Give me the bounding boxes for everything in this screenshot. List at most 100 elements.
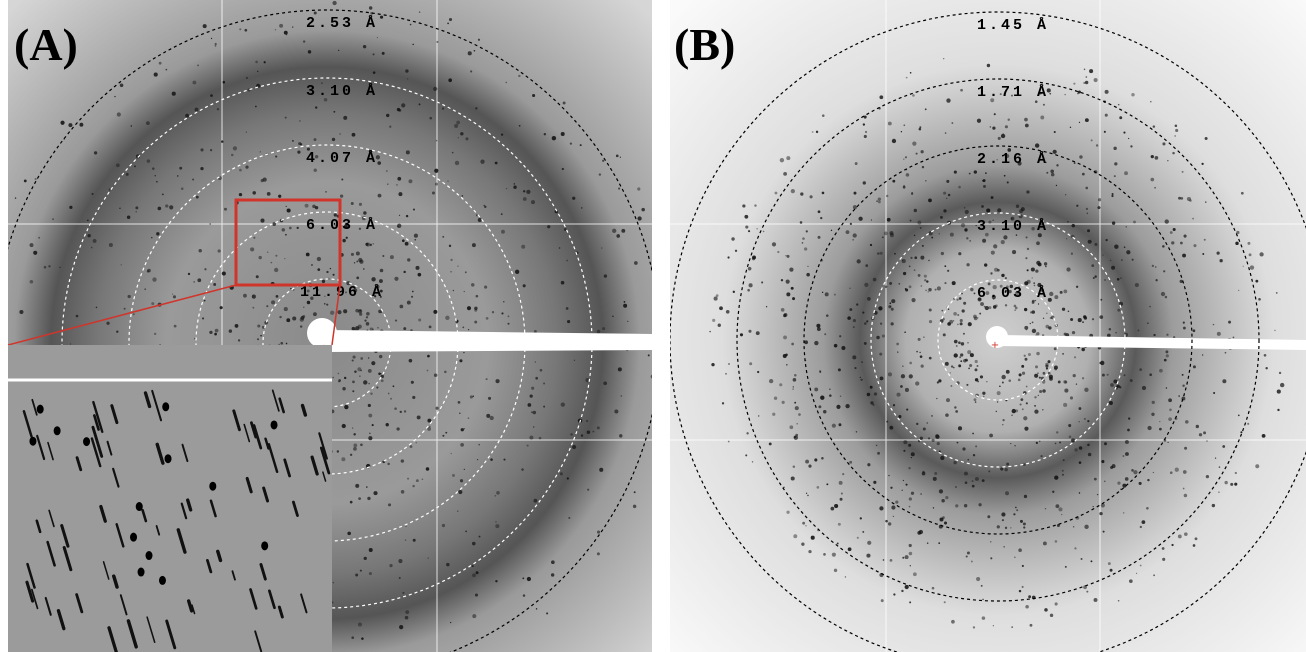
spot: [865, 264, 868, 267]
spot: [802, 237, 805, 240]
spot: [880, 377, 884, 381]
spot: [864, 322, 867, 325]
spot: [1084, 316, 1087, 319]
spot: [314, 168, 317, 171]
spot: [1064, 94, 1065, 95]
spot: [239, 169, 242, 172]
spot: [898, 415, 901, 418]
spot: [786, 511, 789, 514]
spot: [303, 306, 304, 307]
spot: [128, 295, 131, 298]
spot: [561, 402, 565, 406]
spot: [448, 78, 452, 82]
spot: [943, 58, 944, 59]
spot: [848, 547, 852, 551]
spot: [945, 362, 949, 366]
spot: [967, 342, 969, 344]
spot: [993, 244, 997, 248]
spot: [566, 307, 569, 310]
spot: [1048, 360, 1051, 363]
spot: [447, 181, 448, 182]
spot: [130, 533, 137, 542]
spot: [338, 50, 339, 51]
spot: [397, 224, 401, 228]
spot: [1240, 431, 1242, 433]
spot: [1024, 495, 1027, 498]
spot: [284, 258, 285, 259]
spot: [990, 272, 992, 274]
spot: [955, 410, 958, 413]
spot: [616, 155, 619, 158]
spot: [975, 368, 978, 371]
spot: [535, 377, 538, 380]
spot: [358, 497, 361, 500]
spot: [1161, 292, 1165, 296]
spot: [902, 490, 903, 491]
spot: [860, 379, 862, 381]
spot: [1071, 438, 1075, 442]
spot: [1055, 540, 1058, 543]
spot: [1128, 417, 1130, 419]
spot: [15, 197, 16, 198]
spot: [792, 388, 793, 389]
spot: [523, 197, 527, 201]
ring-label: 2.16 Å: [977, 151, 1049, 168]
spot: [337, 450, 339, 452]
spot: [501, 312, 503, 314]
spot: [888, 372, 892, 376]
spot: [370, 392, 372, 394]
spot: [906, 409, 908, 411]
spot: [1027, 248, 1029, 250]
spot: [1040, 455, 1042, 457]
spot: [233, 146, 237, 150]
spot: [478, 39, 480, 41]
spot: [1082, 321, 1084, 323]
spot: [96, 307, 98, 309]
spot: [399, 625, 403, 629]
spot: [996, 411, 998, 413]
spot: [379, 355, 382, 358]
spot: [546, 612, 548, 614]
spot: [1062, 308, 1065, 311]
spot: [1021, 365, 1024, 368]
spot: [990, 541, 991, 542]
spot: [885, 520, 888, 523]
spot: [634, 491, 636, 493]
spot: [1243, 266, 1244, 267]
spot: [453, 290, 455, 292]
spot: [1011, 626, 1013, 628]
spot: [1155, 279, 1157, 281]
spot: [414, 239, 416, 241]
spot: [560, 472, 563, 475]
spot: [1205, 201, 1206, 202]
spot: [330, 311, 334, 315]
spot: [592, 431, 594, 433]
spot: [1085, 118, 1089, 122]
spot: [1016, 205, 1019, 208]
spot: [894, 253, 896, 255]
spot: [278, 195, 281, 198]
spot: [878, 201, 881, 204]
spot: [368, 436, 372, 440]
spot: [748, 267, 752, 271]
spot: [1175, 129, 1178, 132]
spot: [1255, 464, 1259, 468]
spot: [974, 170, 977, 173]
spot: [434, 169, 438, 173]
spot: [937, 286, 941, 290]
spot: [966, 384, 968, 386]
spot: [547, 225, 550, 228]
spot: [962, 309, 965, 312]
spot: [926, 280, 928, 282]
spot: [120, 83, 124, 87]
spot: [333, 582, 334, 583]
spot: [782, 401, 785, 404]
spot: [1112, 221, 1115, 224]
spot: [929, 320, 932, 323]
spot: [449, 18, 452, 21]
spot: [793, 534, 797, 538]
spot: [958, 341, 961, 344]
spot: [1124, 246, 1126, 248]
spot: [975, 378, 978, 381]
spot: [529, 436, 533, 440]
